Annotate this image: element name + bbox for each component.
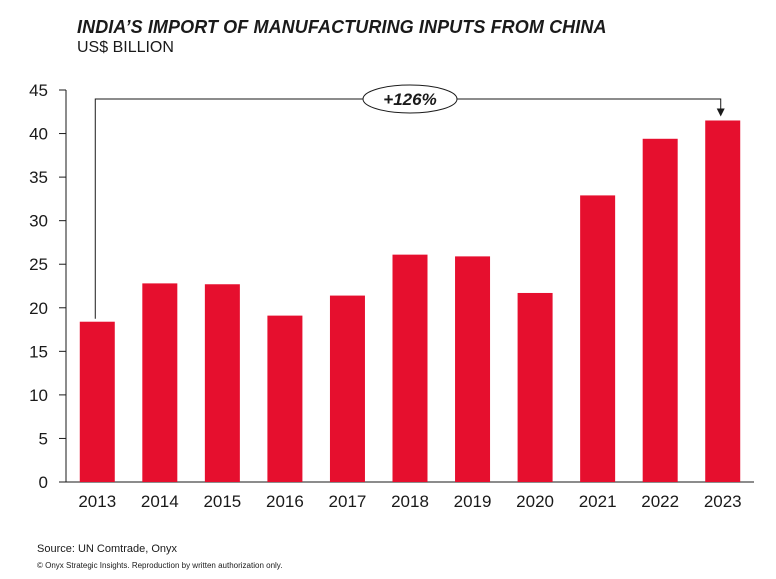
y-tick-label: 0 bbox=[39, 473, 48, 492]
bar-2022 bbox=[642, 138, 678, 482]
x-tick-label: 2013 bbox=[78, 492, 116, 511]
bar-2014 bbox=[142, 283, 178, 482]
source-note: Source: UN Comtrade, Onyx bbox=[37, 543, 177, 555]
y-tick-label: 40 bbox=[29, 125, 48, 144]
x-tick-label: 2017 bbox=[329, 492, 367, 511]
x-tick-label: 2016 bbox=[266, 492, 304, 511]
bar-2013 bbox=[79, 321, 115, 482]
bar-2018 bbox=[392, 254, 428, 482]
bar-2017 bbox=[329, 295, 365, 482]
x-tick-label: 2022 bbox=[641, 492, 679, 511]
bar-2020 bbox=[517, 292, 553, 482]
bar-2023 bbox=[705, 120, 741, 482]
growth-arrowhead-icon bbox=[716, 108, 725, 117]
y-tick-label: 5 bbox=[39, 429, 48, 448]
y-tick-label: 25 bbox=[29, 255, 48, 274]
x-tick-label: 2015 bbox=[203, 492, 241, 511]
chart-subtitle: US$ BILLION bbox=[77, 39, 174, 56]
copyright-note: © Onyx Strategic Insights. Reproduction … bbox=[37, 561, 283, 570]
bar-2019 bbox=[455, 256, 491, 482]
x-tick-label: 2014 bbox=[141, 492, 179, 511]
y-tick-label: 15 bbox=[29, 342, 48, 361]
x-tick-label: 2021 bbox=[579, 492, 617, 511]
growth-label-bubble bbox=[362, 84, 458, 114]
x-tick-label: 2020 bbox=[516, 492, 554, 511]
bar-2015 bbox=[204, 284, 240, 482]
y-tick-label: 20 bbox=[29, 299, 48, 318]
y-tick-label: 30 bbox=[29, 212, 48, 231]
growth-label: +126% bbox=[383, 90, 436, 109]
y-tick-label: 10 bbox=[29, 386, 48, 405]
bar-2016 bbox=[267, 315, 303, 482]
x-tick-label: 2023 bbox=[704, 492, 742, 511]
chart-title: INDIA’S IMPORT OF MANUFACTURING INPUTS F… bbox=[77, 17, 607, 37]
bar-2021 bbox=[580, 195, 616, 482]
y-tick-label: 45 bbox=[29, 81, 48, 100]
y-tick-label: 35 bbox=[29, 168, 48, 187]
x-tick-label: 2019 bbox=[454, 492, 492, 511]
x-tick-label: 2018 bbox=[391, 492, 429, 511]
